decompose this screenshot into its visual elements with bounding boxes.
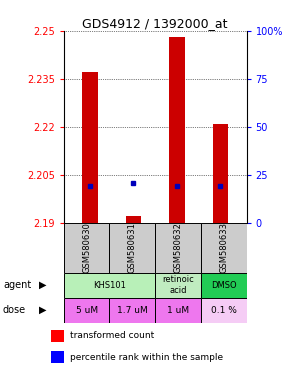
Bar	[51, 330, 64, 342]
Bar	[201, 223, 246, 273]
Text: GSM580633: GSM580633	[219, 222, 228, 273]
Text: 1 uM: 1 uM	[167, 306, 189, 314]
Title: GDS4912 / 1392000_at: GDS4912 / 1392000_at	[82, 17, 228, 30]
Bar	[126, 216, 141, 223]
Bar	[64, 273, 155, 298]
Bar	[213, 124, 228, 223]
Text: ▶: ▶	[39, 280, 47, 290]
Bar	[64, 298, 110, 323]
Text: GSM580632: GSM580632	[173, 222, 182, 273]
Text: 1.7 uM: 1.7 uM	[117, 306, 148, 314]
Bar	[64, 223, 110, 273]
Bar	[155, 273, 201, 298]
Bar	[82, 72, 97, 223]
Bar	[201, 298, 246, 323]
Text: DMSO: DMSO	[211, 281, 236, 290]
Bar	[201, 273, 246, 298]
Bar	[110, 298, 155, 323]
Bar	[110, 223, 155, 273]
Bar	[169, 37, 184, 223]
Text: percentile rank within the sample: percentile rank within the sample	[70, 353, 224, 362]
Text: 0.1 %: 0.1 %	[211, 306, 237, 314]
Text: 5 uM: 5 uM	[76, 306, 98, 314]
Bar	[51, 351, 64, 363]
Text: ▶: ▶	[39, 305, 47, 315]
Text: KHS101: KHS101	[93, 281, 126, 290]
Text: agent: agent	[3, 280, 31, 290]
Text: retinoic
acid: retinoic acid	[162, 275, 194, 295]
Text: GSM580630: GSM580630	[82, 222, 91, 273]
Bar	[155, 223, 201, 273]
Bar	[155, 298, 201, 323]
Text: transformed count: transformed count	[70, 331, 155, 341]
Text: dose: dose	[3, 305, 26, 315]
Text: GSM580631: GSM580631	[128, 222, 137, 273]
